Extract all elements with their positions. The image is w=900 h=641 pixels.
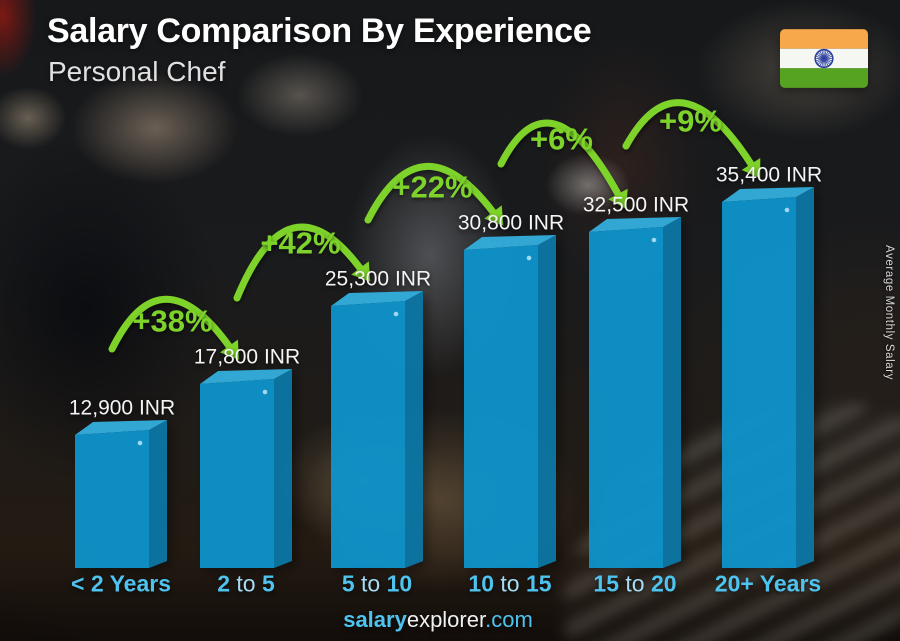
y-axis-label: Average Monthly Salary bbox=[883, 245, 895, 381]
pct-arrow-0 bbox=[108, 295, 239, 360]
category-text-bold: 5 bbox=[262, 571, 275, 597]
footer-brand-regular: explorer bbox=[406, 607, 486, 632]
pct-arrow-1 bbox=[233, 223, 371, 302]
bar-3 bbox=[464, 235, 556, 568]
bar-2 bbox=[331, 291, 423, 568]
pct-label-2: +22% bbox=[392, 172, 472, 203]
flag-green-stripe bbox=[780, 68, 868, 88]
pct-arrow-3 bbox=[497, 119, 628, 209]
value-label-1: 17,800 INR bbox=[194, 347, 300, 368]
category-text-light: to bbox=[619, 571, 651, 597]
bar-0 bbox=[75, 420, 167, 568]
bar-5 bbox=[722, 187, 814, 568]
category-text-bold: < 2 Years bbox=[71, 571, 171, 597]
ashoka-chakra-icon bbox=[814, 48, 834, 69]
category-text-light: to bbox=[355, 571, 387, 597]
category-text-bold: 15 bbox=[526, 571, 552, 597]
category-text-bold: 10 bbox=[468, 571, 494, 597]
pct-arrow-2 bbox=[364, 162, 504, 226]
category-label-0: < 2 Years bbox=[71, 571, 171, 597]
category-text-light: to bbox=[494, 571, 526, 597]
value-label-3: 30,800 INR bbox=[458, 213, 564, 234]
footer-brand-bold: salary bbox=[343, 607, 407, 632]
value-label-4: 32,500 INR bbox=[583, 195, 689, 216]
pct-label-3: +6% bbox=[530, 124, 593, 155]
category-text-bold: 20+ Years bbox=[715, 571, 821, 597]
pct-label-0: +38% bbox=[132, 306, 212, 337]
footer-brand-suffix: .com bbox=[485, 607, 533, 632]
category-label-3: 10 to 15 bbox=[468, 571, 552, 597]
page-title: Salary Comparison By Experience bbox=[47, 12, 592, 50]
pct-label-1: +42% bbox=[260, 228, 340, 259]
flag-saffron-stripe bbox=[780, 29, 868, 49]
category-label-5: 20+ Years bbox=[715, 571, 821, 597]
category-text-bold: 20 bbox=[651, 571, 677, 597]
category-text-bold: 10 bbox=[387, 571, 413, 597]
footer-brand: salaryexplorer.com bbox=[343, 607, 533, 633]
category-text-bold: 5 bbox=[342, 571, 355, 597]
value-label-5: 35,400 INR bbox=[716, 165, 822, 186]
page-subtitle: Personal Chef bbox=[48, 56, 226, 87]
bar-4 bbox=[589, 217, 681, 568]
value-label-2: 25,300 INR bbox=[325, 269, 431, 290]
pct-label-4: +9% bbox=[659, 106, 722, 137]
category-text-bold: 15 bbox=[593, 571, 619, 597]
india-flag-icon bbox=[780, 29, 868, 88]
bar-1 bbox=[200, 369, 292, 568]
pct-arrow-4 bbox=[622, 99, 761, 179]
value-label-0: 12,900 INR bbox=[69, 398, 175, 419]
category-label-1: 2 to 5 bbox=[217, 571, 275, 597]
category-text-light: to bbox=[230, 571, 262, 597]
category-label-4: 15 to 20 bbox=[593, 571, 677, 597]
category-label-2: 5 to 10 bbox=[342, 571, 413, 597]
category-text-bold: 2 bbox=[217, 571, 230, 597]
